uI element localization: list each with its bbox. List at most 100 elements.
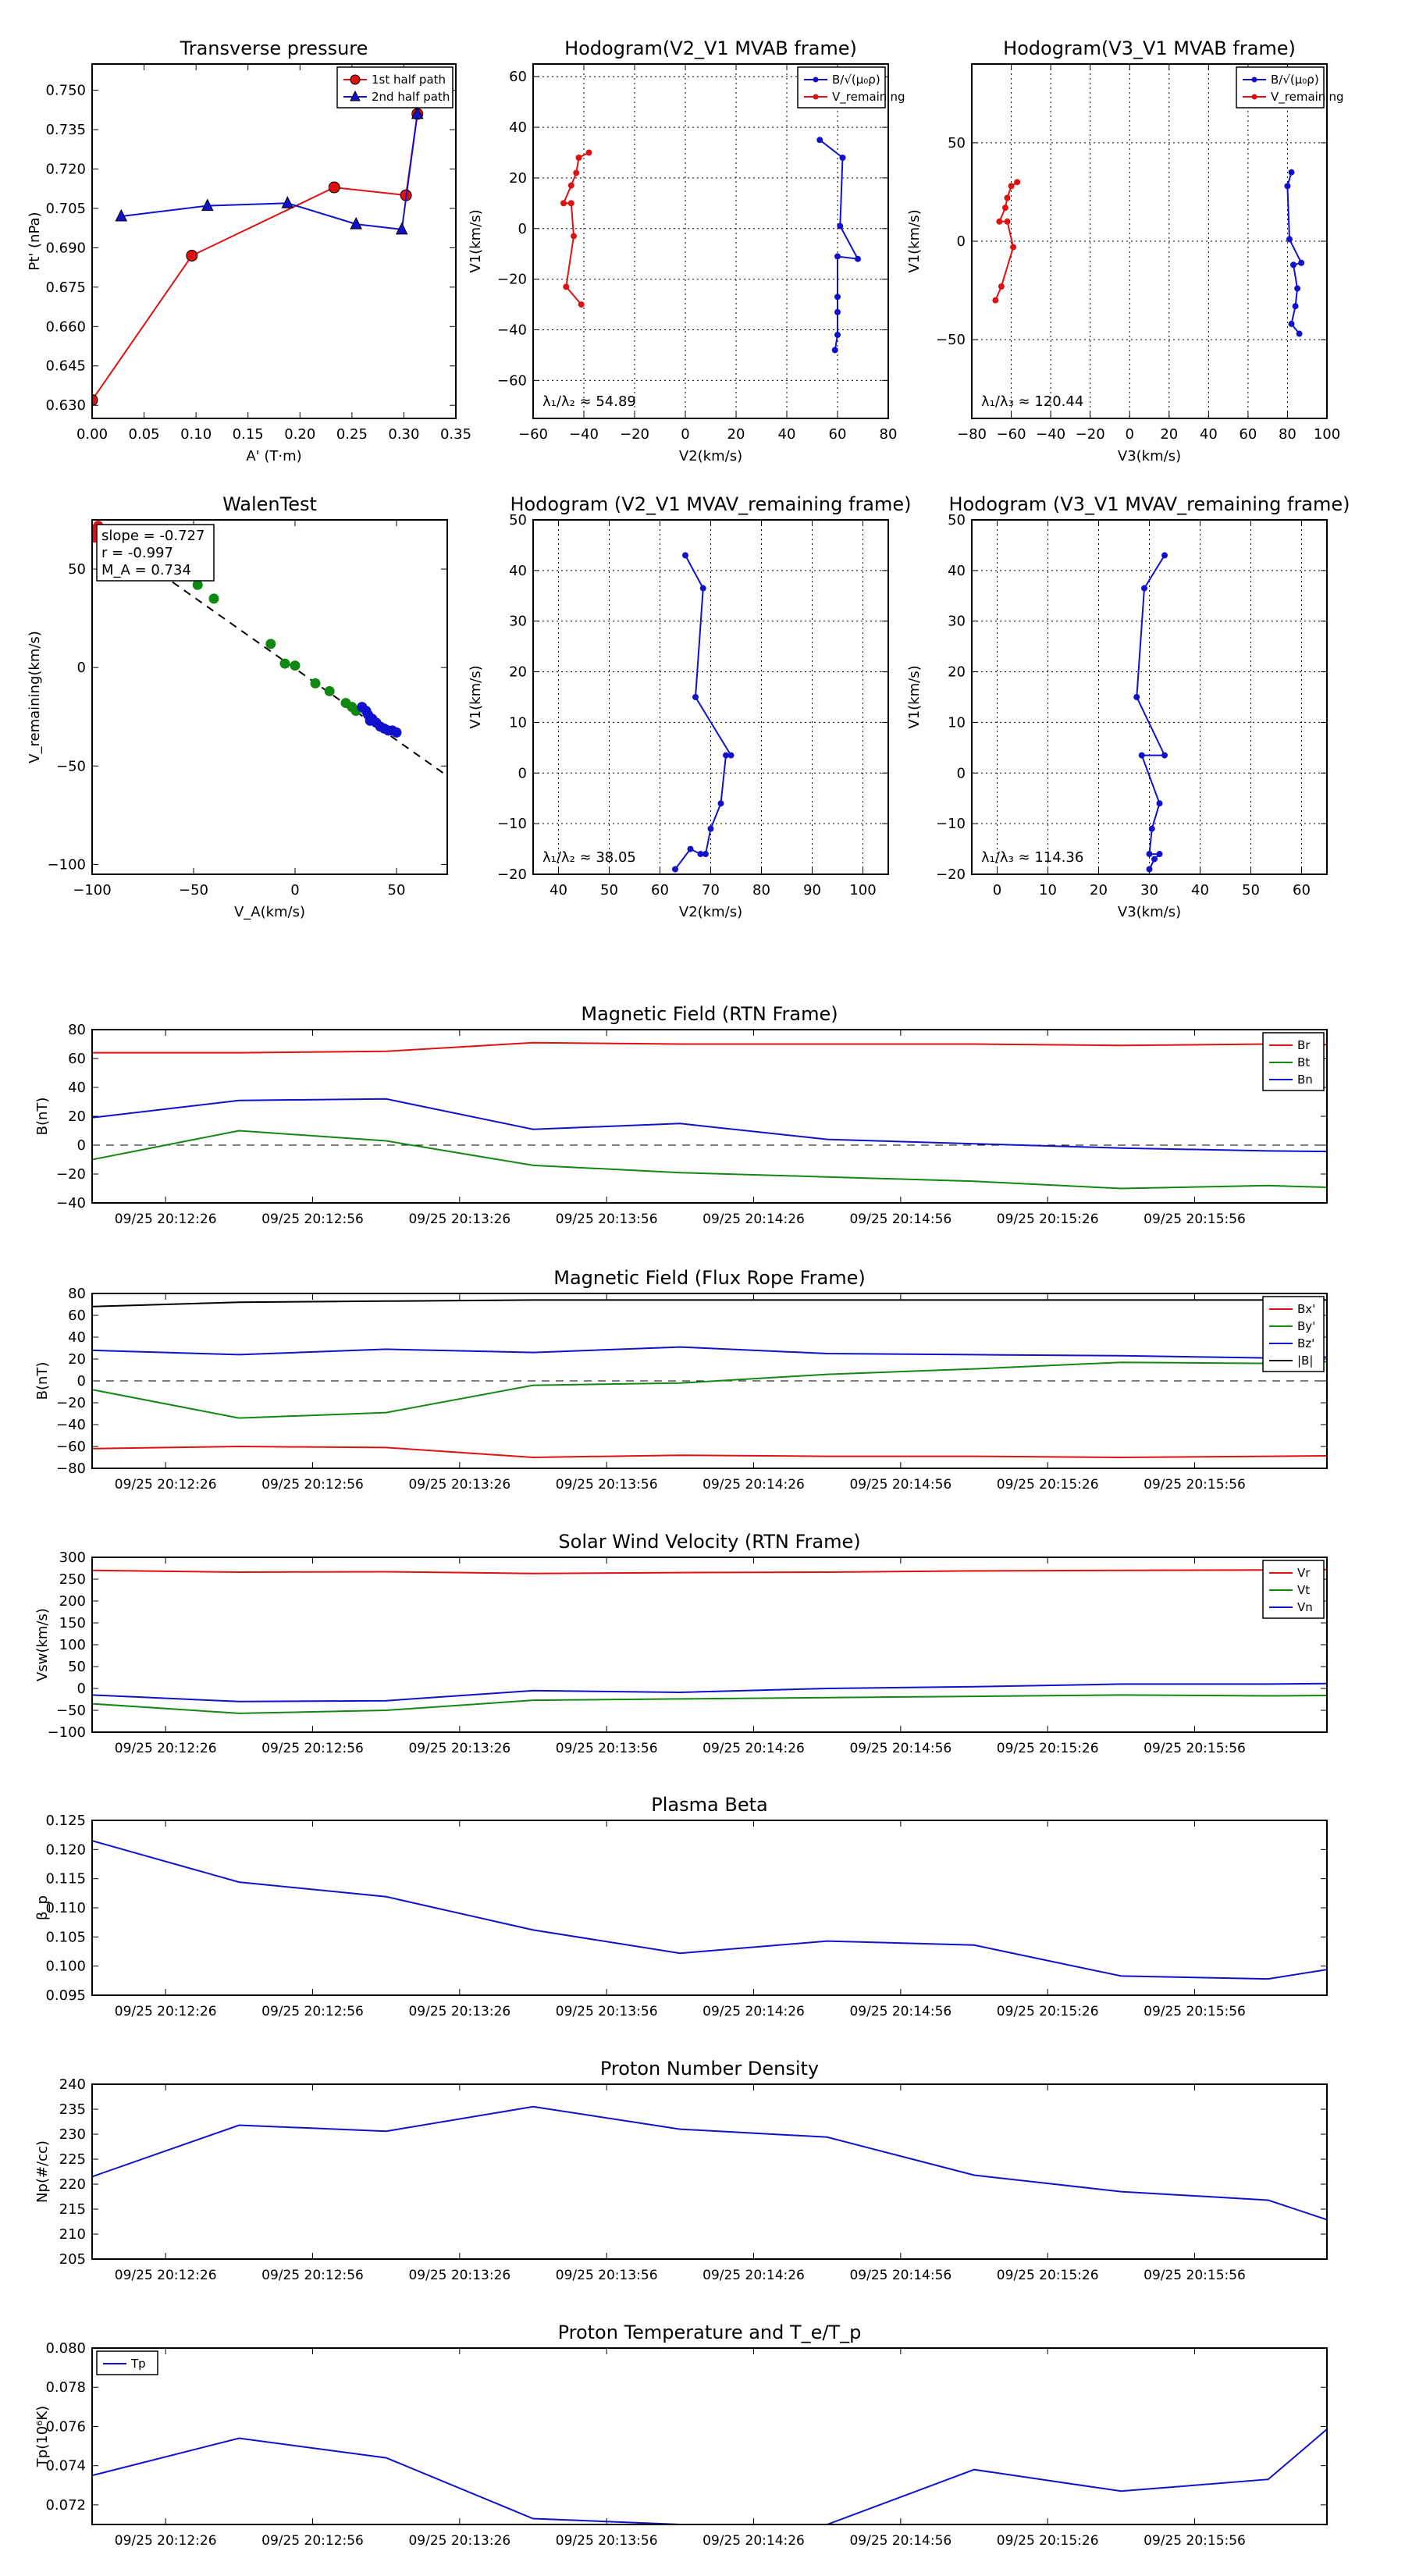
plot-frame xyxy=(91,519,448,875)
data-point xyxy=(699,585,706,592)
x-tick-label: 20 xyxy=(1090,882,1108,898)
x-tick-label: 09/25 20:14:56 xyxy=(849,1741,951,1756)
data-point xyxy=(391,727,402,738)
x-tick-label: −50 xyxy=(179,882,208,898)
y-tick-label: 0.120 xyxy=(45,1841,86,1858)
x-tick-label: 09/25 20:13:26 xyxy=(408,2004,510,2019)
chart-title: Hodogram (V3_V1 MVAV_remaining frame) xyxy=(948,493,1350,515)
y-tick-label: 100 xyxy=(59,1637,86,1653)
chart-walen: WalenTest −100 −50 0 50 −100 −50 0 50 V_A(km/s) V_… xyxy=(27,493,448,920)
x-tick-label: 09/25 20:15:56 xyxy=(1144,2004,1246,2019)
x-tick-label: 09/25 20:15:26 xyxy=(997,1212,1099,1227)
y-tick-label: 220 xyxy=(59,2176,86,2193)
x-tick-label: 50 xyxy=(1242,882,1260,898)
y-tick-label: −100 xyxy=(48,856,86,873)
x-tick-label: 09/25 20:12:26 xyxy=(115,1477,217,1493)
data-point xyxy=(1133,694,1140,700)
data-point xyxy=(567,182,574,189)
x-axis-label: V2(km/s) xyxy=(679,904,742,920)
data-point xyxy=(571,233,577,240)
y-tick-label: 60 xyxy=(509,69,527,85)
x-tick-label: 30 xyxy=(1140,882,1158,898)
x-tick-label: 09/25 20:13:56 xyxy=(556,2533,658,2549)
plot-area xyxy=(92,2428,1327,2524)
eigenvalue-ratio-annotation: λ₁/λ₃ ≈ 114.36 xyxy=(981,849,1083,866)
y-tick-label: −20 xyxy=(56,1166,86,1183)
x-tick-label: 80 xyxy=(1279,426,1297,443)
x-tick-label: 09/25 20:15:26 xyxy=(997,2268,1099,2283)
series-line-Vt xyxy=(92,1694,1327,1714)
y-tick-label: 10 xyxy=(948,714,966,731)
legend: 1st half path 2nd half path xyxy=(336,66,454,109)
legend-label: V_remaining xyxy=(1271,90,1344,105)
walen-stat-line: slope = -0.727 xyxy=(101,528,205,544)
data-point xyxy=(672,866,678,873)
x-tick-label: 40 xyxy=(1200,426,1218,443)
x-tick-label: 09/25 20:12:56 xyxy=(261,1212,364,1227)
chart-hodo1: Hodogram(V2_V1 MVAB frame) −60 −40 −20 0 20 40… xyxy=(468,37,905,464)
plot-frame xyxy=(91,1029,1328,1204)
y-axis-label: V1(km/s) xyxy=(906,665,923,728)
data-point xyxy=(192,579,203,590)
legend-label: Bt xyxy=(1297,1055,1310,1069)
data-point xyxy=(328,181,340,194)
legend-label: Tp xyxy=(130,2357,146,2371)
plot-frame xyxy=(91,2083,1328,2260)
y-tick-label: −20 xyxy=(56,1395,86,1411)
data-point xyxy=(290,660,301,671)
series-line-Tp xyxy=(92,2428,1327,2524)
legend-label: |B| xyxy=(1297,1354,1313,1368)
x-tick-label: 09/25 20:14:26 xyxy=(702,2533,805,2549)
plot-area xyxy=(92,106,424,406)
chart-pt: Transverse pressure 0.00 0.05 0.10 0.15 0.20 0… xyxy=(27,37,471,464)
series-line-V_remaining xyxy=(674,554,733,870)
y-axis-label: β_p xyxy=(34,1895,51,1920)
legend-label: Vn xyxy=(1297,1600,1313,1614)
legend-frame xyxy=(1236,66,1325,109)
y-tick-label: −60 xyxy=(497,372,527,389)
series-line-B/√(μ₀ρ) xyxy=(819,139,859,350)
data-point xyxy=(1296,330,1303,337)
series-line-Np xyxy=(92,2105,1327,2221)
x-axis-label: V3(km/s) xyxy=(1118,904,1181,920)
y-tick-label: 210 xyxy=(59,2226,86,2243)
legend: B/√(μ₀ρ) V_remaining xyxy=(797,66,905,109)
data-point xyxy=(281,196,294,208)
x-tick-label: −100 xyxy=(73,882,111,898)
series-line-Vn xyxy=(92,1682,1327,1703)
x-axis-label: A' (T·m) xyxy=(246,448,301,464)
series-line-Br xyxy=(92,1041,1327,1054)
x-tick-label: 0 xyxy=(993,882,1001,898)
chart-title: Magnetic Field (Flux Rope Frame) xyxy=(553,1267,865,1289)
legend-label: Bz' xyxy=(1297,1336,1314,1350)
x-tick-label: 40 xyxy=(1191,882,1209,898)
data-point xyxy=(310,678,321,688)
data-point xyxy=(702,851,709,858)
plot-area xyxy=(1133,552,1168,873)
legend-frame xyxy=(96,2350,158,2375)
x-tick-label: 09/25 20:13:26 xyxy=(408,2533,510,2549)
data-point xyxy=(1288,320,1295,327)
chart-brtn: Magnetic Field (RTN Frame) 09/25 20:12:26… xyxy=(34,1003,1328,1227)
y-tick-label: 80 xyxy=(68,1286,86,1302)
legend: Tp xyxy=(96,2350,158,2375)
x-tick-label: −80 xyxy=(957,426,987,443)
y-tick-label: 20 xyxy=(509,664,527,681)
eigenvalue-ratio-annotation: λ₁/λ₃ ≈ 120.44 xyxy=(981,393,1083,410)
x-tick-label: 09/25 20:13:56 xyxy=(556,2268,658,2283)
data-point xyxy=(1286,236,1293,243)
y-tick-label: 0.630 xyxy=(45,397,86,414)
y-tick-label: 0 xyxy=(77,1373,86,1389)
data-point xyxy=(816,137,823,144)
y-tick-label: 250 xyxy=(59,1571,86,1588)
x-tick-label: 09/25 20:13:26 xyxy=(408,1477,510,1493)
plot-frame xyxy=(971,63,1328,419)
plot-frame xyxy=(91,1557,1328,1733)
y-axis-label: Pt' (nPa) xyxy=(27,212,43,270)
data-point xyxy=(1290,262,1297,269)
x-tick-label: −40 xyxy=(1036,426,1065,443)
plot-frame xyxy=(91,2347,1328,2525)
x-tick-label: 09/25 20:13:56 xyxy=(556,1741,658,1756)
data-point xyxy=(573,169,580,176)
y-tick-label: 0.105 xyxy=(45,1929,86,1945)
